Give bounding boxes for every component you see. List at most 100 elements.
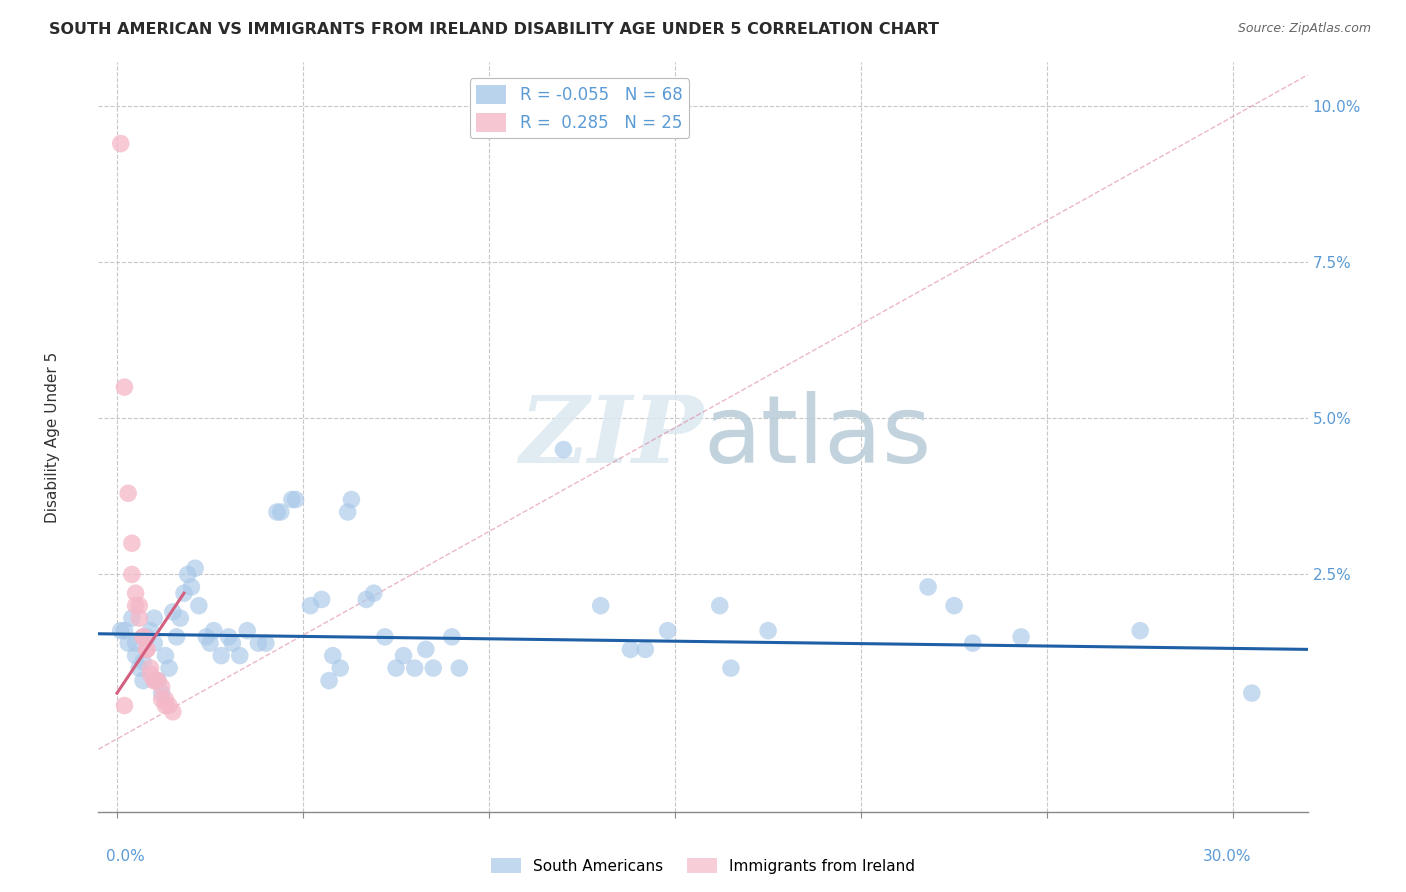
Point bbox=[756, 624, 779, 638]
Point bbox=[155, 648, 177, 663]
Point bbox=[962, 636, 984, 650]
Point bbox=[404, 661, 426, 675]
Point bbox=[589, 599, 612, 613]
Point bbox=[336, 505, 359, 519]
Point bbox=[124, 636, 146, 650]
Point bbox=[114, 698, 136, 713]
Point bbox=[619, 642, 641, 657]
Point bbox=[266, 505, 288, 519]
Point bbox=[363, 586, 385, 600]
Point bbox=[917, 580, 939, 594]
Point bbox=[150, 680, 173, 694]
Point bbox=[392, 648, 415, 663]
Point bbox=[720, 661, 742, 675]
Point bbox=[209, 648, 232, 663]
Point bbox=[110, 136, 132, 151]
Point bbox=[128, 599, 150, 613]
Point bbox=[135, 642, 157, 657]
Point bbox=[270, 505, 292, 519]
Point bbox=[150, 692, 173, 706]
Text: Disability Age Under 5: Disability Age Under 5 bbox=[45, 351, 60, 523]
Point bbox=[124, 648, 146, 663]
Point bbox=[329, 661, 352, 675]
Point bbox=[1240, 686, 1263, 700]
Point bbox=[449, 661, 471, 675]
Text: 30.0%: 30.0% bbox=[1204, 849, 1251, 864]
Point bbox=[132, 655, 155, 669]
Point bbox=[318, 673, 340, 688]
Text: 0.0%: 0.0% bbox=[105, 849, 145, 864]
Point bbox=[553, 442, 575, 457]
Point bbox=[162, 605, 184, 619]
Point bbox=[177, 567, 200, 582]
Legend: South Americans, Immigrants from Ireland: South Americans, Immigrants from Ireland bbox=[485, 852, 921, 880]
Point bbox=[117, 486, 139, 500]
Point bbox=[146, 673, 169, 688]
Point bbox=[187, 599, 209, 613]
Point bbox=[634, 642, 657, 657]
Point bbox=[124, 599, 146, 613]
Point bbox=[135, 642, 157, 657]
Point bbox=[155, 698, 177, 713]
Text: atlas: atlas bbox=[703, 391, 931, 483]
Point bbox=[162, 705, 184, 719]
Point bbox=[440, 630, 463, 644]
Point bbox=[166, 630, 188, 644]
Point bbox=[385, 661, 408, 675]
Point bbox=[143, 673, 166, 688]
Point bbox=[340, 492, 363, 507]
Point bbox=[146, 673, 169, 688]
Point bbox=[284, 492, 307, 507]
Point bbox=[422, 661, 444, 675]
Text: ZIP: ZIP bbox=[519, 392, 703, 482]
Point bbox=[135, 630, 157, 644]
Point bbox=[218, 630, 240, 644]
Point bbox=[198, 636, 221, 650]
Point bbox=[247, 636, 270, 650]
Point bbox=[110, 624, 132, 638]
Point bbox=[132, 630, 155, 644]
Point bbox=[195, 630, 218, 644]
Point bbox=[180, 580, 202, 594]
Point bbox=[1010, 630, 1032, 644]
Point bbox=[143, 673, 166, 688]
Point bbox=[121, 536, 143, 550]
Point bbox=[157, 698, 180, 713]
Point bbox=[657, 624, 679, 638]
Text: SOUTH AMERICAN VS IMMIGRANTS FROM IRELAND DISABILITY AGE UNDER 5 CORRELATION CHA: SOUTH AMERICAN VS IMMIGRANTS FROM IRELAN… bbox=[49, 22, 939, 37]
Point bbox=[117, 636, 139, 650]
Point bbox=[221, 636, 243, 650]
Point bbox=[132, 673, 155, 688]
Point bbox=[311, 592, 333, 607]
Point bbox=[132, 630, 155, 644]
Point bbox=[114, 380, 136, 394]
Point bbox=[184, 561, 207, 575]
Point bbox=[143, 611, 166, 625]
Point bbox=[356, 592, 378, 607]
Point bbox=[150, 686, 173, 700]
Point bbox=[143, 636, 166, 650]
Point bbox=[202, 624, 225, 638]
Point bbox=[139, 667, 162, 681]
Point bbox=[709, 599, 731, 613]
Point bbox=[943, 599, 966, 613]
Point bbox=[281, 492, 304, 507]
Point bbox=[114, 624, 136, 638]
Point bbox=[229, 648, 252, 663]
Point bbox=[121, 567, 143, 582]
Point bbox=[374, 630, 396, 644]
Text: Source: ZipAtlas.com: Source: ZipAtlas.com bbox=[1237, 22, 1371, 36]
Point bbox=[157, 661, 180, 675]
Point bbox=[139, 624, 162, 638]
Point bbox=[322, 648, 344, 663]
Legend: R = -0.055   N = 68, R =  0.285   N = 25: R = -0.055 N = 68, R = 0.285 N = 25 bbox=[470, 78, 689, 138]
Point bbox=[299, 599, 322, 613]
Point bbox=[169, 611, 191, 625]
Point bbox=[236, 624, 259, 638]
Point bbox=[415, 642, 437, 657]
Point bbox=[121, 611, 143, 625]
Point bbox=[254, 636, 277, 650]
Point bbox=[128, 661, 150, 675]
Point bbox=[1129, 624, 1152, 638]
Point bbox=[155, 692, 177, 706]
